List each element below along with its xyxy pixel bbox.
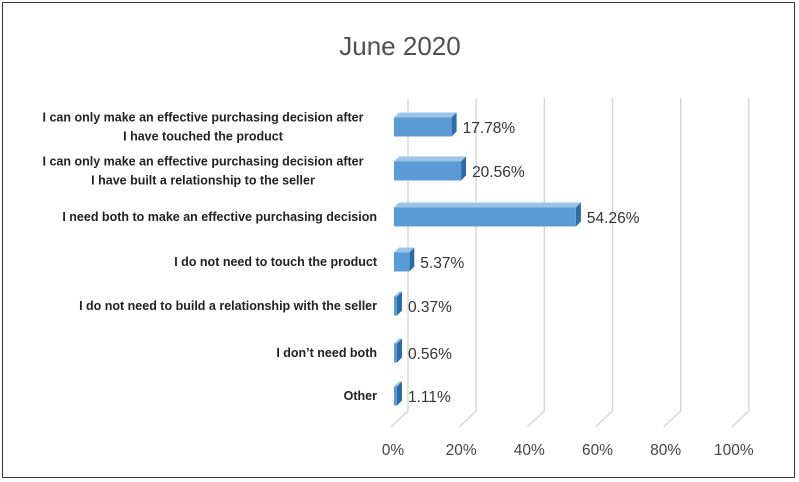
bar — [394, 112, 457, 137]
x-gridline — [595, 98, 614, 428]
category-label: I need both to make an effective purchas… — [62, 210, 377, 224]
category-labels: I can only make an effective purchasing … — [43, 111, 378, 404]
bar — [394, 338, 402, 363]
x-gridline — [390, 98, 409, 428]
category-label: I have built a relationship to the selle… — [91, 174, 315, 188]
x-axis-ticks: 0% 20% 40% 60% 80% 100% — [382, 442, 754, 459]
x-tick-label: 20% — [446, 442, 477, 459]
x-tick-label: 80% — [650, 442, 681, 459]
bar — [394, 291, 402, 316]
data-label: 5.37% — [420, 255, 464, 272]
data-label: 17.78% — [463, 120, 516, 137]
bars — [394, 112, 581, 406]
category-label: I do not need to build a relationship wi… — [79, 299, 377, 313]
x-gridline — [663, 98, 682, 428]
x-tick-label: 0% — [382, 442, 405, 459]
category-label: I can only make an effective purchasing … — [43, 155, 364, 169]
data-label: 20.56% — [472, 164, 525, 181]
bar — [394, 202, 581, 227]
gridlines — [390, 98, 750, 428]
x-tick-label: 40% — [514, 442, 545, 459]
bar-chart: June 2020 I can only make an effective p… — [43, 31, 754, 459]
x-tick-label: 60% — [582, 442, 613, 459]
category-label: I have touched the product — [123, 130, 284, 144]
bar — [394, 156, 467, 181]
x-gridline — [731, 98, 750, 428]
data-label: 1.11% — [408, 389, 451, 406]
category-label: Other — [344, 389, 377, 403]
x-tick-label: 100% — [714, 442, 754, 459]
bar — [394, 381, 402, 406]
data-label: 0.56% — [408, 346, 452, 363]
data-label: 54.26% — [587, 210, 640, 227]
category-label: I do not need to touch the product — [174, 255, 378, 269]
data-label: 0.37% — [408, 299, 452, 316]
chart-title: June 2020 — [339, 31, 460, 61]
x-gridline — [526, 98, 545, 428]
bar — [394, 247, 415, 272]
x-gridline — [458, 98, 477, 428]
category-label: I can only make an effective purchasing … — [43, 111, 364, 125]
data-labels: 17.78% 20.56% 54.26% 5.37% 0.37% 0.56% 1.11% — [408, 120, 640, 406]
category-label: I don’t need both — [276, 346, 377, 360]
